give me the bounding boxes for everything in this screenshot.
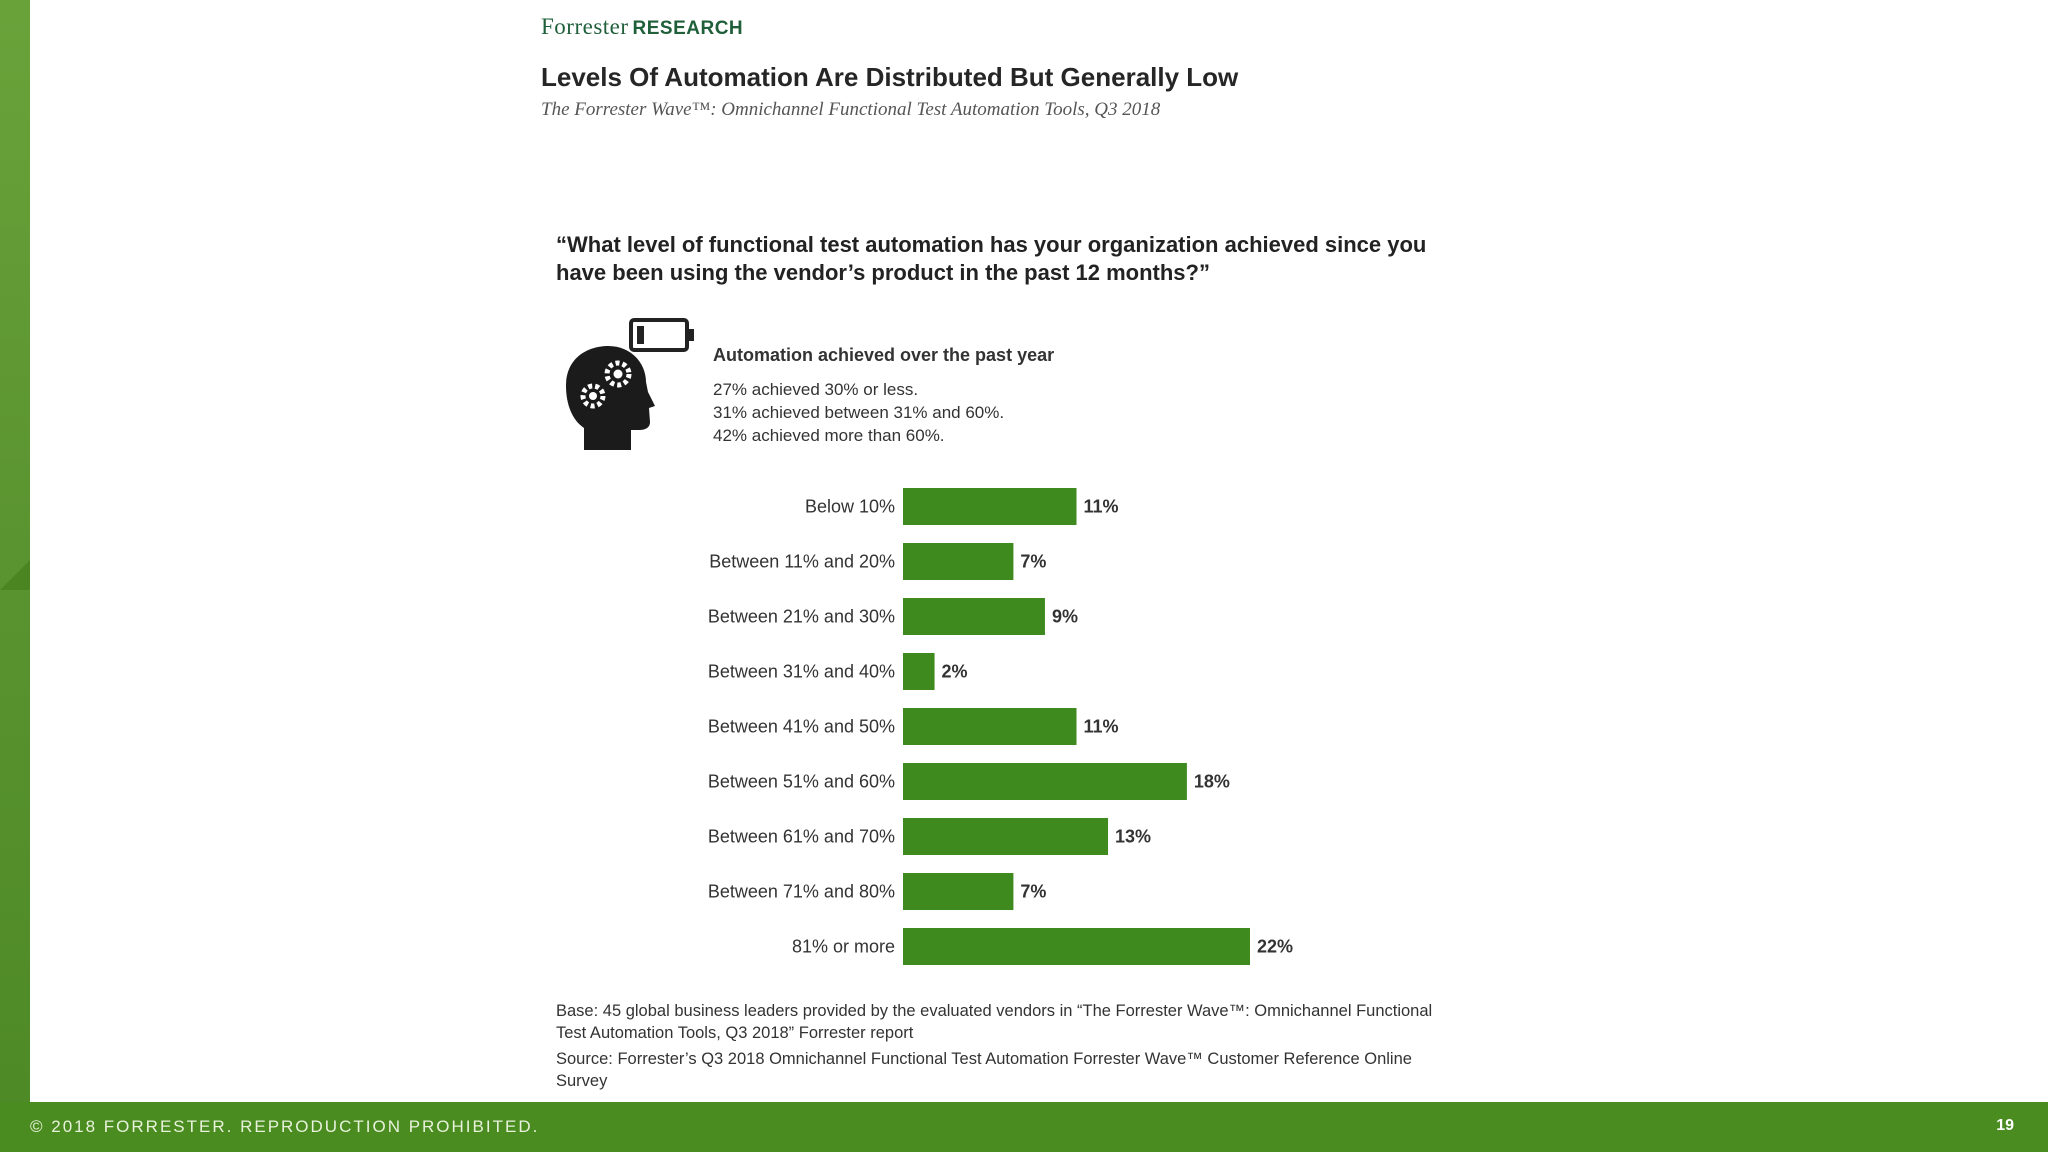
base-note: Base: 45 global business leaders provide… — [556, 1002, 1433, 1042]
value-label: 7% — [1020, 882, 1046, 902]
head-gears-battery-icon — [566, 318, 694, 450]
footer-copyright: © 2018 FORRESTER. REPRODUCTION PROHIBITE… — [30, 1117, 540, 1136]
side-accent-strip — [0, 0, 30, 1102]
summary-line: 42% achieved more than 60%. — [713, 426, 945, 445]
summary-title: Automation achieved over the past year — [713, 345, 1055, 365]
category-label: Between 11% and 20% — [709, 552, 895, 572]
category-label: 81% or more — [792, 937, 895, 957]
bar — [903, 708, 1077, 745]
source-note: Source: Forrester’s Q3 2018 Omnichannel … — [556, 1050, 1412, 1090]
summary-list: 27% achieved 30% or less. 31% achieved b… — [713, 378, 1004, 447]
category-label: Between 61% and 70% — [708, 827, 895, 847]
bar-chart: Below 10% 11% Between 11% and 20% 7% Between… — [708, 488, 1293, 965]
category-label: Between 71% and 80% — [708, 882, 895, 902]
value-label: 2% — [942, 662, 968, 682]
bar — [903, 873, 1014, 910]
bar — [903, 928, 1250, 965]
bar — [903, 818, 1109, 855]
category-label: Between 31% and 40% — [708, 662, 895, 682]
value-label: 13% — [1115, 827, 1151, 847]
summary-line: 31% achieved between 31% and 60%. — [713, 403, 1005, 422]
category-label: Between 21% and 30% — [708, 607, 895, 627]
brand-suffix: RESEARCH — [632, 18, 744, 39]
survey-question: “What level of functional test automatio… — [556, 232, 1427, 285]
value-label: 18% — [1194, 772, 1230, 792]
slide-subtitle: The Forrester Wave™: Omnichannel Functio… — [541, 99, 1161, 120]
category-label: Between 51% and 60% — [708, 772, 895, 792]
bar — [903, 543, 1014, 580]
page-number: 19 — [1996, 1117, 2014, 1134]
brand-name: Forrester — [541, 14, 629, 39]
summary-line: 27% achieved 30% or less. — [713, 380, 919, 399]
category-label: Below 10% — [805, 497, 895, 517]
value-label: 11% — [1084, 717, 1119, 737]
bar — [903, 598, 1045, 635]
category-label: Between 41% and 50% — [708, 717, 895, 737]
value-label: 9% — [1052, 607, 1078, 627]
value-label: 7% — [1020, 552, 1046, 572]
bar — [903, 488, 1077, 525]
forrester-logo: Forrester RESEARCH — [541, 14, 743, 40]
footer-bar — [0, 1102, 2048, 1152]
value-label: 22% — [1257, 937, 1293, 957]
slide-title: Levels Of Automation Are Distributed But… — [541, 62, 1239, 92]
chart-notes: Base: 45 global business leaders provide… — [556, 1000, 1436, 1096]
bar — [903, 763, 1187, 800]
bar — [903, 653, 935, 690]
value-label: 11% — [1084, 497, 1119, 517]
